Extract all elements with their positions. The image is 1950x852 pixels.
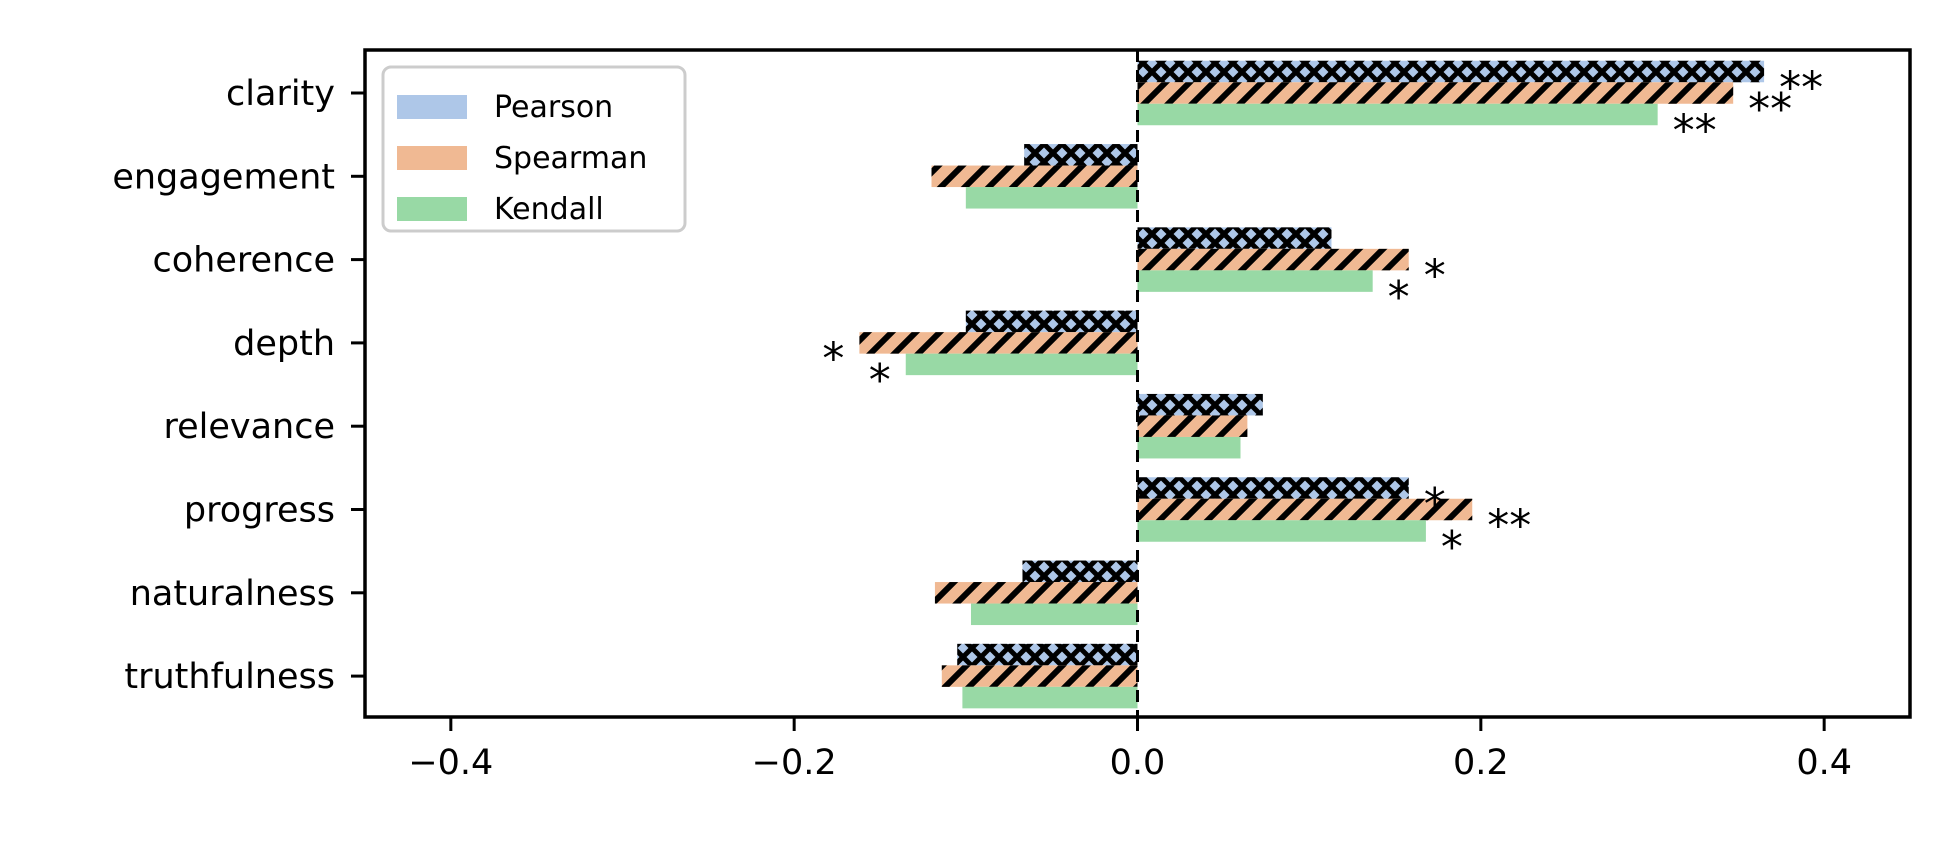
kendall-bar-coherence: [1137, 270, 1373, 292]
significance-labels: ********* ** ***: [822, 62, 1823, 573]
pearson-sig-clarity: **: [1779, 62, 1823, 113]
spearman-bar-clarity-hatch: [1137, 82, 1734, 104]
x-tick-label-3: 0.2: [1453, 743, 1509, 783]
pearson-bar-progress-hatch: [1137, 477, 1409, 499]
bars-group: [859, 60, 1765, 709]
kendall-bar-depth: [905, 353, 1138, 376]
kendall-bar-engagement: [965, 187, 1138, 209]
y-tick-label-naturalness: naturalness: [130, 574, 335, 614]
kendall-bar-progress: [1137, 520, 1426, 542]
y-tick-label-coherence: coherence: [153, 241, 336, 281]
spearman-sig-progress: **: [1487, 500, 1531, 551]
pearson-bar-naturalness-hatch: [1022, 560, 1138, 583]
x-tick-label-0: −0.4: [408, 743, 493, 783]
kendall-sig-progress: *: [1441, 522, 1463, 573]
pearson-sig-progress: *: [1424, 479, 1446, 530]
spearman-sig-depth: *: [822, 334, 844, 385]
kendall-sig-coherence: *: [1388, 272, 1410, 323]
x-axis: −0.4 −0.2 0.0 0.2 0.4: [408, 717, 1852, 783]
legend-label-kendall: Kendall: [494, 192, 604, 227]
legend-swatch-kendall: [397, 197, 467, 221]
y-axis: clarity engagement coherence depth relevance…: [112, 74, 365, 697]
kendall-sig-depth: *: [869, 355, 891, 406]
legend: Pearson Spearman Kendall: [381, 65, 687, 233]
y-tick-label-progress: progress: [184, 491, 335, 531]
pearson-bar-clarity-hatch: [1137, 60, 1765, 83]
spearman-sig-clarity: **: [1748, 84, 1792, 135]
pearson-bar-engagement-hatch: [1024, 144, 1138, 166]
kendall-bar-naturalness: [970, 603, 1138, 626]
pearson-bar-truthfulness-hatch: [957, 643, 1138, 666]
x-tick-label-1: −0.2: [752, 743, 837, 783]
legend-label-spearman: Spearman: [494, 141, 647, 176]
y-tick-label-truthfulness: truthfulness: [124, 657, 335, 697]
legend-swatch-pearson: [397, 95, 467, 119]
kendall-bar-truthfulness: [962, 686, 1138, 709]
spearman-bar-truthfulness-hatch: [941, 665, 1138, 687]
y-tick-label-relevance: relevance: [163, 407, 335, 447]
x-tick-label-2: 0.0: [1110, 743, 1166, 783]
kendall-bar-relevance: [1137, 436, 1241, 459]
kendall-sig-clarity: **: [1673, 105, 1717, 156]
spearman-bar-depth-hatch: [859, 332, 1138, 354]
spearman-bar-relevance-hatch: [1137, 415, 1248, 437]
y-tick-label-clarity: clarity: [226, 74, 335, 114]
kendall-bar-clarity: [1137, 103, 1658, 126]
spearman-sig-coherence: *: [1424, 250, 1446, 301]
pearson-bar-relevance-hatch: [1137, 393, 1263, 416]
spearman-bar-coherence-hatch: [1137, 248, 1409, 271]
legend-swatch-spearman: [397, 146, 467, 170]
spearman-bar-progress-hatch: [1137, 498, 1473, 521]
x-tick-label-4: 0.4: [1796, 743, 1852, 783]
spearman-bar-naturalness-hatch: [934, 582, 1138, 604]
y-tick-label-depth: depth: [233, 324, 335, 364]
legend-label-pearson: Pearson: [494, 90, 613, 125]
y-tick-label-engagement: engagement: [112, 157, 335, 197]
spearman-bar-engagement-hatch: [931, 165, 1138, 188]
pearson-bar-coherence-hatch: [1137, 227, 1332, 249]
pearson-bar-depth-hatch: [965, 310, 1138, 333]
